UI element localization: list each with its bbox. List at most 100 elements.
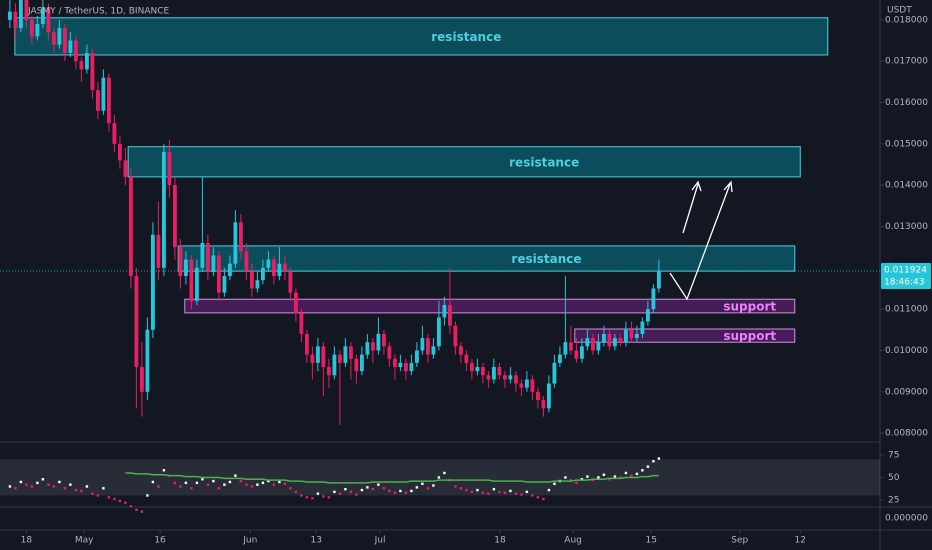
indicator-dot <box>360 488 364 492</box>
candle-body <box>524 379 529 388</box>
candle-body <box>128 176 133 277</box>
indicator-dot <box>641 469 644 472</box>
indicator-dot <box>492 487 496 491</box>
indicator-dot <box>47 483 50 486</box>
indicator-dot <box>30 485 34 488</box>
candle-body <box>310 354 315 363</box>
y-tick-label: 0.016000 <box>885 98 928 108</box>
candle-body <box>640 321 645 334</box>
indicator-dot <box>503 491 507 494</box>
indicator-dot <box>245 483 248 486</box>
indicator-dot <box>509 489 512 493</box>
candle-body <box>387 346 392 359</box>
indicator-tick-label: 50 <box>888 473 900 483</box>
candle-body <box>51 32 56 45</box>
y-tick-label: 0.015000 <box>885 139 928 149</box>
candle-body <box>79 61 84 70</box>
indicator-dot <box>96 494 100 497</box>
y-tick-label: 0.008000 <box>885 429 928 439</box>
indicator-dot <box>201 478 204 481</box>
candle-body <box>337 354 342 363</box>
candle-body <box>200 243 205 268</box>
candle-body <box>519 383 524 388</box>
indicator-dot <box>630 474 633 477</box>
candle-body <box>497 367 502 376</box>
indicator-dot <box>646 465 650 468</box>
candle-body <box>343 346 348 363</box>
candle-body <box>409 362 414 372</box>
indicator-dot <box>608 478 611 481</box>
indicator-dot <box>531 494 534 497</box>
candle-body <box>321 346 326 368</box>
indicator-dot <box>74 488 78 492</box>
indicator-dot <box>498 490 501 494</box>
candle-body <box>590 338 595 351</box>
arrow-head <box>691 180 702 192</box>
currency: USDT <box>887 6 912 16</box>
y-tick-label: 0.018000 <box>885 15 928 25</box>
arrow <box>669 183 731 301</box>
x-tick-label: May <box>75 536 94 546</box>
candle-body <box>90 52 95 91</box>
indicator-dot <box>525 490 529 494</box>
indicator-dot <box>652 460 655 463</box>
zone <box>14 17 829 56</box>
indicator-dot <box>234 474 237 477</box>
candle-body <box>623 329 628 343</box>
candle-body <box>535 391 540 401</box>
indicator-dot <box>283 482 287 485</box>
candle-body <box>255 280 260 289</box>
indicator-dot <box>399 489 402 493</box>
candle-body <box>315 346 320 363</box>
candle-body <box>145 329 150 392</box>
indicator-dot <box>118 499 122 503</box>
zone-label: resistance <box>511 252 581 266</box>
candle-body <box>436 317 441 347</box>
x-tick-label: 18 <box>494 536 506 546</box>
candle-body <box>266 259 271 268</box>
candle-body <box>480 367 485 376</box>
candle-body <box>563 342 568 355</box>
lower-pane-tick: 0.000000 <box>885 514 928 524</box>
indicator-dot <box>553 482 556 485</box>
zone-label: support <box>723 300 776 314</box>
indicator-dot <box>476 488 479 492</box>
indicator-dot <box>344 487 347 491</box>
indicator-dot <box>223 483 226 486</box>
candle-body <box>579 346 584 359</box>
indicator-dot <box>327 496 331 499</box>
indicator-dot <box>58 480 61 484</box>
indicator-dot <box>316 492 320 495</box>
candle-body <box>227 263 232 277</box>
candle-body <box>656 270 661 289</box>
candle-body <box>288 271 293 293</box>
indicator-dot <box>267 479 270 483</box>
candle-body <box>35 23 40 37</box>
candle-body <box>7 11 12 20</box>
indicator-dot <box>212 479 215 483</box>
indicator-dot <box>179 485 182 488</box>
candle-body <box>161 152 166 268</box>
indicator-dot <box>421 482 424 485</box>
candle-body <box>46 7 51 33</box>
x-tick-label: 12 <box>795 536 806 546</box>
indicator-dot <box>217 487 221 490</box>
candle-body <box>651 288 656 310</box>
indicator-dot <box>80 489 83 493</box>
candle-body <box>568 342 573 351</box>
indicator-dot <box>377 483 380 486</box>
candle-body <box>541 400 546 409</box>
candle-body <box>299 313 304 334</box>
indicator-dot <box>228 480 232 484</box>
candle-body <box>249 271 254 289</box>
indicator-dot <box>261 481 265 485</box>
indicator-dot <box>410 489 413 493</box>
last-price-box <box>881 262 931 289</box>
candle-body <box>453 325 458 347</box>
indicator-dot <box>322 495 325 498</box>
candle-body <box>277 263 282 277</box>
candle-body <box>123 160 128 177</box>
candle-body <box>211 255 216 272</box>
